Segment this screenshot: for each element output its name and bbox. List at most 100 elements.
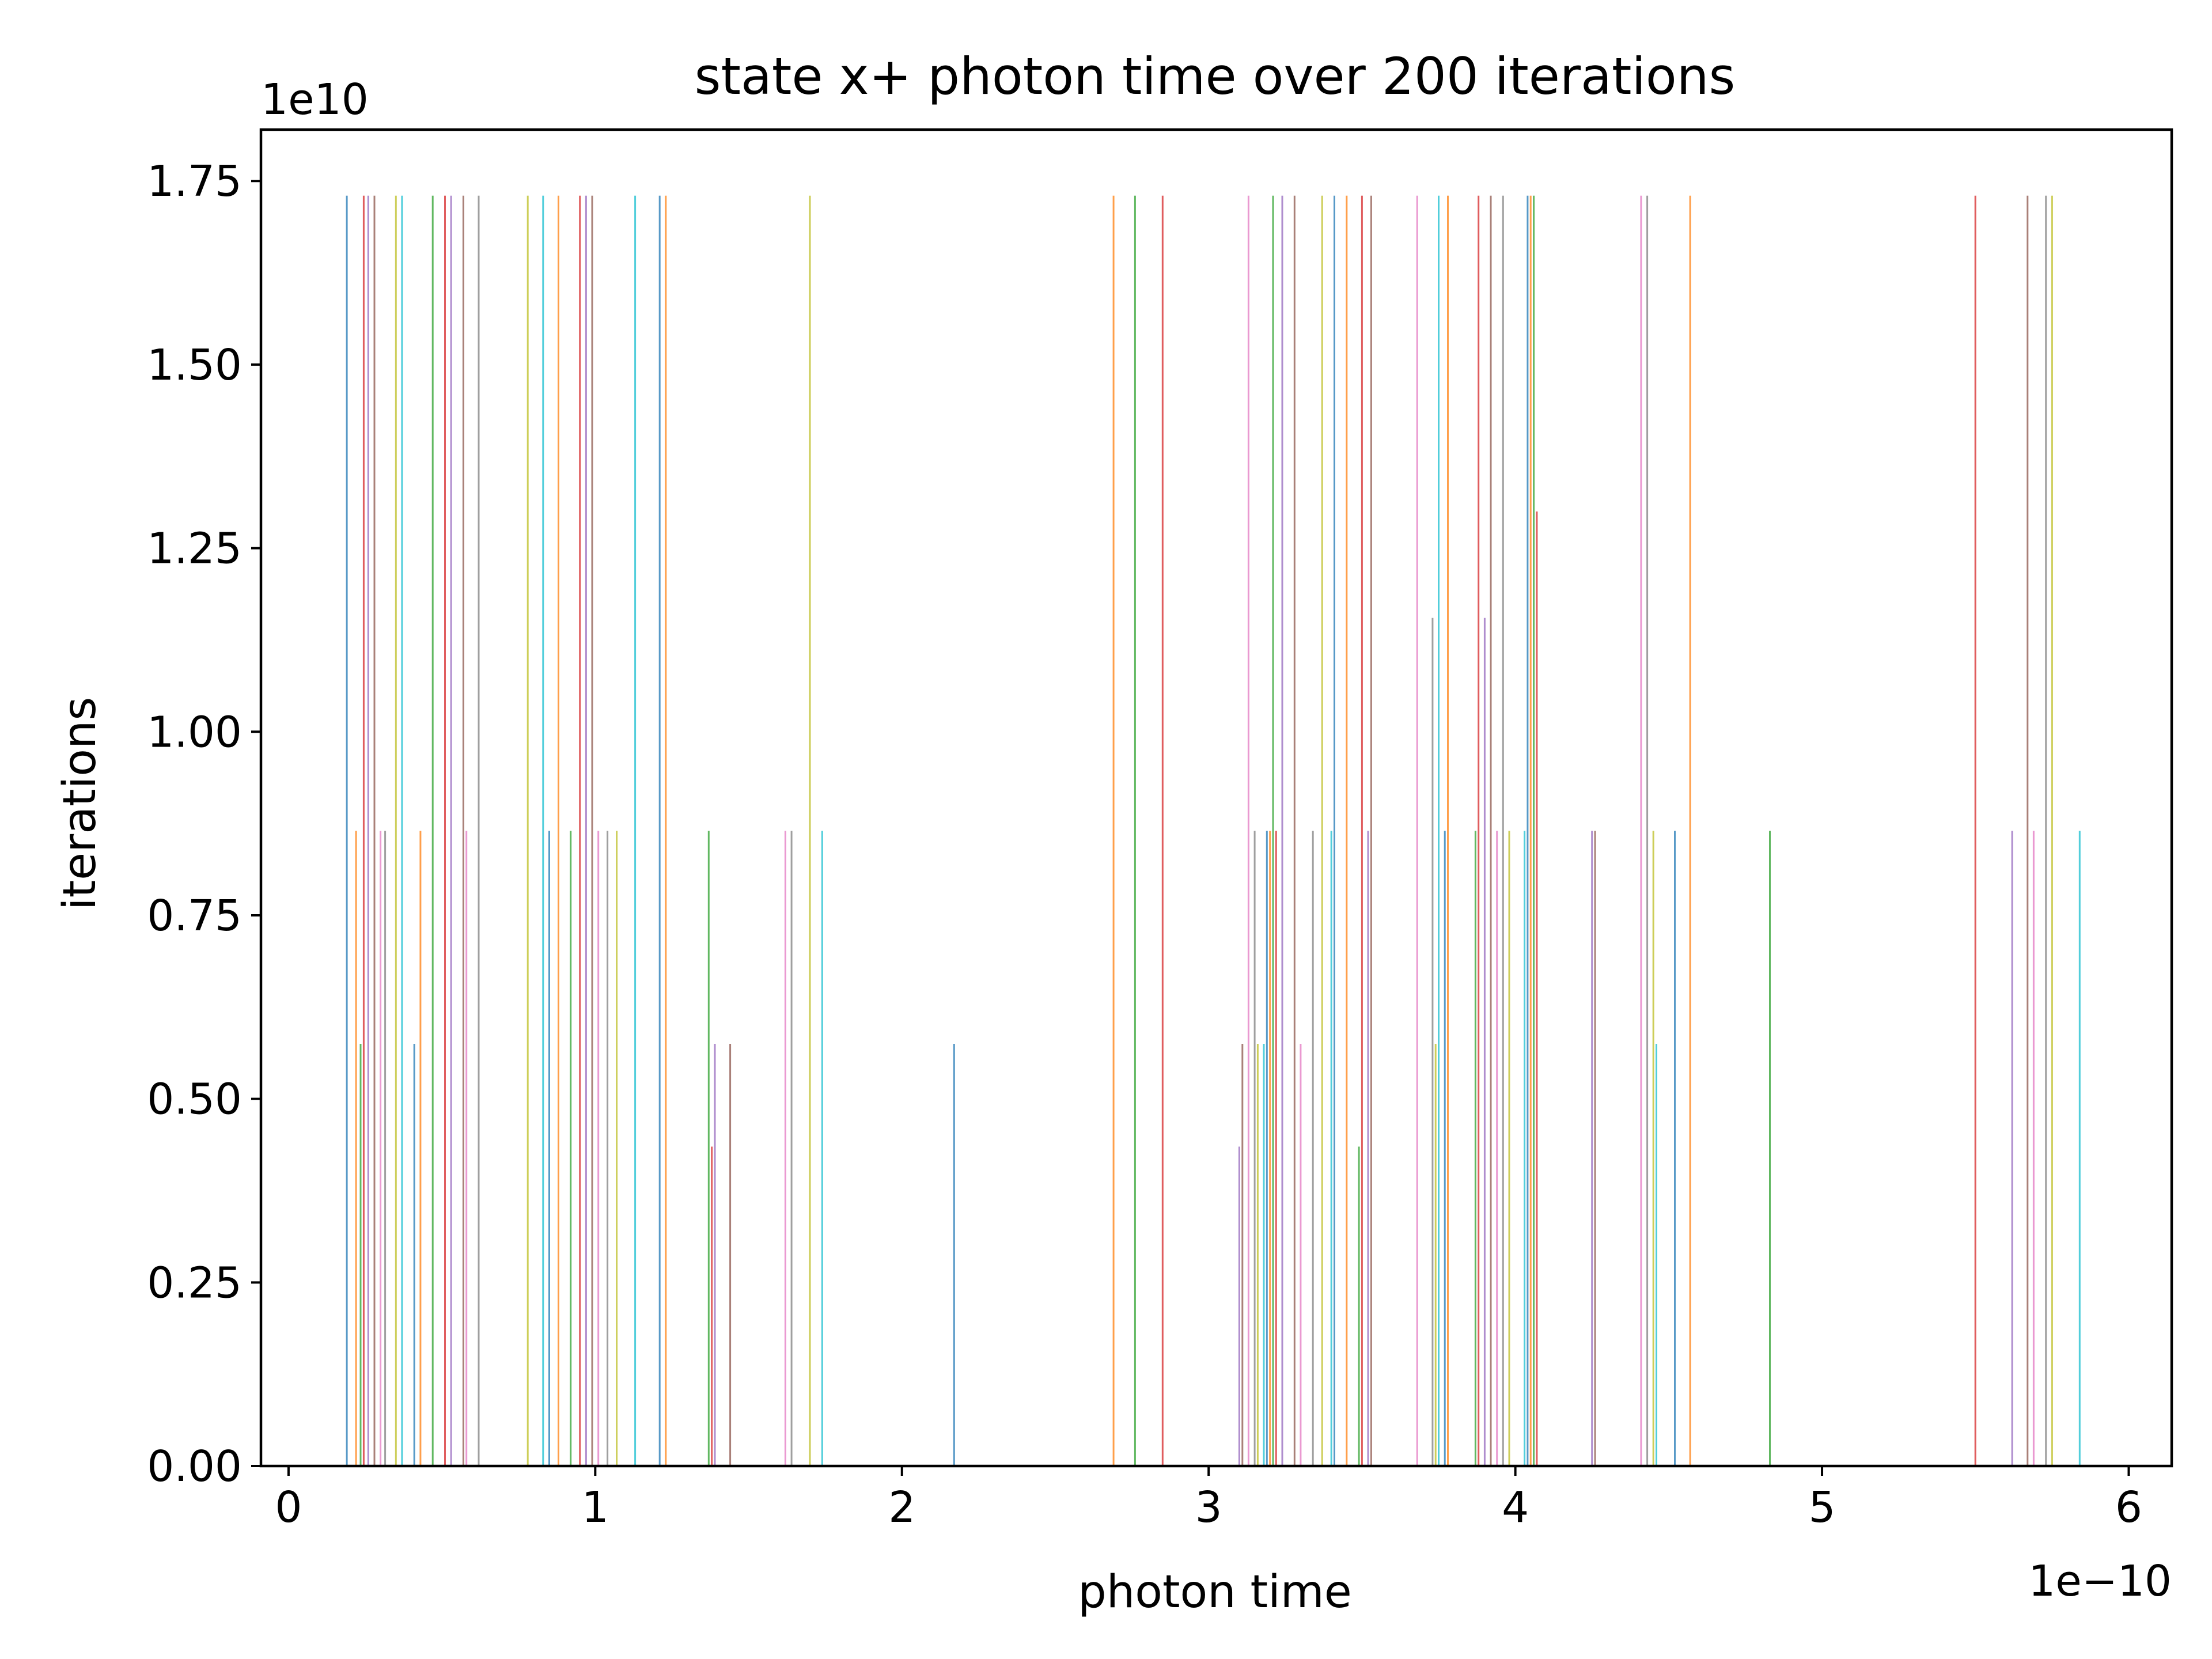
bar [1533,195,1535,1467]
bar [1434,1044,1437,1466]
bar [346,195,348,1467]
bar [1674,831,1676,1466]
bar [1300,1044,1302,1466]
bar [1431,618,1434,1466]
x-tick-label: 1 [582,1483,609,1532]
bar [450,195,452,1467]
y-axis-label: iterations [54,697,106,910]
y-tick-label: 0.00 [147,1442,242,1491]
bar [384,831,387,1466]
bar [714,1044,716,1466]
bar [1416,195,1418,1467]
bar [784,831,786,1466]
y-tick-label: 0.25 [147,1258,242,1308]
y-tick-label: 1.50 [147,340,242,390]
bar [1134,195,1136,1467]
bar [1247,195,1249,1467]
bar [597,831,600,1466]
chart-title: state x+ photon time over 200 iterations [695,47,1736,106]
bar [413,1044,415,1466]
bar [1330,831,1332,1466]
bar [1483,618,1486,1466]
y-tick-label: 1.25 [147,524,242,574]
bar [395,195,397,1467]
bar [570,831,572,1466]
bar [419,831,422,1466]
bar [465,831,468,1466]
bar [548,831,550,1466]
bar [1112,195,1115,1467]
bar [1263,1044,1265,1466]
bar [1361,195,1363,1467]
bar [1438,195,1440,1467]
bar [1689,195,1691,1467]
bar [1272,195,1274,1467]
x-axis-ticks: 0 1 2 3 4 5 6 [275,1466,2142,1532]
bar [1312,831,1314,1466]
bar [1594,831,1596,1466]
bar [359,1044,362,1466]
bar [591,195,593,1467]
bar [1974,195,1976,1467]
bar [1502,195,1504,1467]
bar [367,195,369,1467]
bar [1496,831,1498,1466]
bar [2045,195,2047,1467]
bar [478,195,480,1467]
bar [558,195,559,1467]
bar [1444,831,1446,1466]
bar [1652,831,1654,1466]
bar [2011,831,2013,1466]
bar [585,195,587,1467]
x-tick-label: 6 [2115,1483,2142,1532]
bar [1266,831,1268,1466]
y-tick-label: 1.75 [147,157,242,206]
bar [809,195,811,1467]
bar [1447,195,1449,1467]
bar [2027,195,2029,1467]
bar [1334,195,1335,1467]
bar [1321,195,1323,1467]
x-tick-label: 5 [1808,1483,1835,1532]
bar [665,195,667,1467]
bar [1640,195,1642,1467]
bar [1253,831,1256,1466]
bar [362,195,365,1467]
bar [1256,1044,1259,1466]
x-offset-label: 1e−10 [2028,1556,2172,1606]
y-axis-ticks: 0.00 0.25 0.50 0.75 1.00 1.25 1.50 1.75 [147,157,261,1491]
bar [1293,195,1296,1467]
bar [634,195,637,1467]
bar [707,831,710,1466]
bar [1646,195,1649,1467]
bars-group [346,195,2081,1467]
bar [790,831,793,1466]
bar [444,195,446,1467]
bar [1370,195,1372,1467]
bar [579,195,581,1467]
bar [1478,195,1480,1467]
bar [1527,195,1529,1467]
bar [1238,1146,1240,1466]
bar [1367,831,1369,1466]
bar [711,1146,713,1466]
y-tick-label: 0.75 [147,891,242,941]
bar [2032,831,2035,1466]
bar [821,831,823,1466]
bar [1591,831,1593,1466]
bar [1281,195,1283,1467]
bar [2078,831,2081,1466]
bar [607,831,609,1466]
bar [380,831,382,1466]
bar [431,195,434,1467]
bar [527,195,529,1467]
bar [953,1044,955,1466]
bar [1269,831,1271,1466]
plot-frame [259,128,2173,1468]
y-offset-label: 1e10 [261,75,369,124]
bar [542,195,544,1467]
bar [1161,195,1164,1467]
bar [1529,195,1532,1467]
y-tick-label: 1.00 [147,707,242,757]
x-axis-label: photon time [1078,1566,1351,1618]
